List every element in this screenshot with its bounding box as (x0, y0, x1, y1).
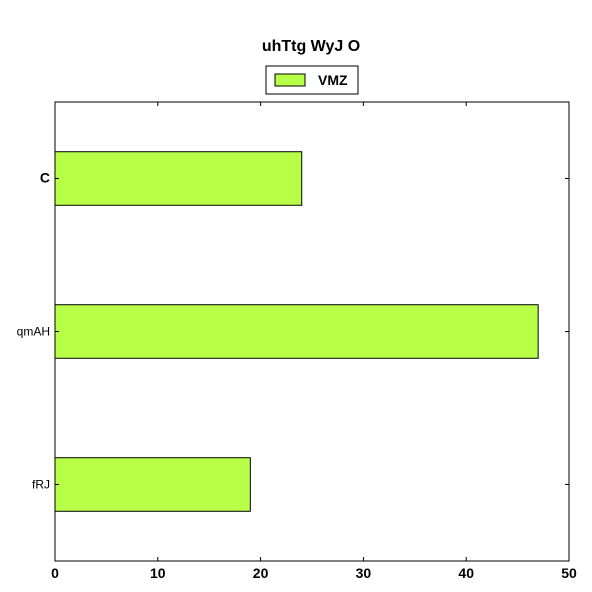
x-tick-label: 40 (458, 565, 474, 581)
x-tick-label: 10 (150, 565, 166, 581)
bar-frj (54, 457, 251, 512)
y-tick-label: qmAH (17, 325, 50, 339)
x-tick-label: 0 (51, 565, 59, 581)
x-tick-label: 30 (356, 565, 372, 581)
legend-label: VMZ (318, 72, 348, 88)
y-tick-label: fRJ (32, 478, 50, 492)
bar-qmah (54, 304, 539, 359)
x-tick-label: 50 (561, 565, 577, 581)
bar-c (54, 151, 303, 206)
legend: VMZ (265, 65, 359, 95)
y-tick-label: C (40, 170, 50, 186)
x-tick-label: 20 (253, 565, 269, 581)
legend-swatch (274, 73, 306, 87)
chart-title: uhTtg WyJ O (262, 38, 360, 55)
